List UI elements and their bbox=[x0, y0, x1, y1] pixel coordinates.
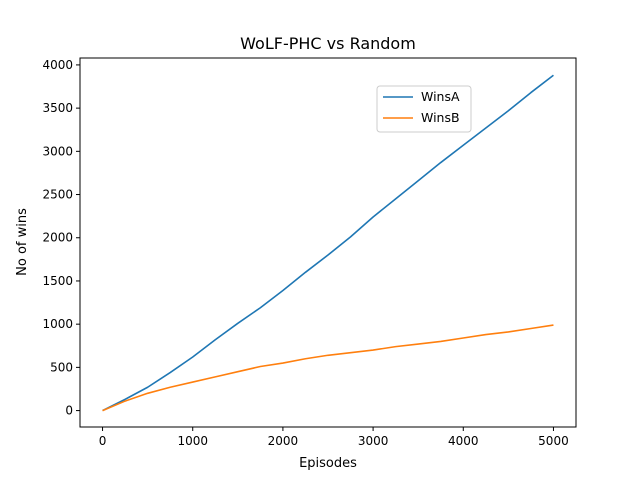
x-axis-label: Episodes bbox=[299, 456, 357, 471]
x-tick-label: 2000 bbox=[268, 434, 299, 448]
plot-frame bbox=[79, 57, 577, 428]
x-tick-label: 3000 bbox=[358, 434, 389, 448]
y-tick-label: 1500 bbox=[42, 274, 73, 288]
plot-area bbox=[102, 74, 554, 412]
y-tick-label: 2500 bbox=[42, 188, 73, 202]
x-tick-label: 1000 bbox=[177, 434, 208, 448]
series-line-winsb bbox=[102, 324, 554, 412]
y-axis-label: No of wins bbox=[15, 208, 30, 276]
y-tick-label: 2000 bbox=[42, 231, 73, 245]
y-tick-label: 4000 bbox=[42, 58, 73, 72]
y-axis: 0 500 1000 1500 2000 2500 3000 3500 4000 bbox=[42, 58, 80, 418]
y-tick-label: 3000 bbox=[42, 144, 73, 158]
legend-label-winsa: WinsA bbox=[421, 89, 460, 104]
x-axis: 0 1000 2000 3000 4000 5000 bbox=[99, 427, 569, 448]
legend-label-winsb: WinsB bbox=[421, 110, 460, 125]
legend: WinsA WinsB bbox=[376, 85, 472, 133]
x-tick-label: 5000 bbox=[538, 434, 569, 448]
y-tick-label: 0 bbox=[65, 404, 73, 418]
x-tick-label: 4000 bbox=[448, 434, 479, 448]
chart-title: WoLF-PHC vs Random bbox=[240, 34, 416, 53]
y-tick-label: 1000 bbox=[42, 317, 73, 331]
series-line-winsa bbox=[102, 74, 554, 412]
y-tick-label: 500 bbox=[50, 360, 73, 374]
x-tick-label: 0 bbox=[99, 434, 107, 448]
y-tick-label: 3500 bbox=[42, 101, 73, 115]
